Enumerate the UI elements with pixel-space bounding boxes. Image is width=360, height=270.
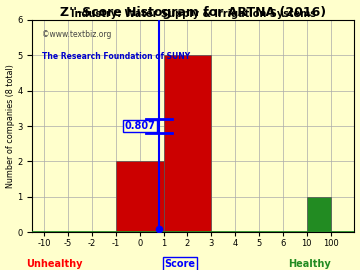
- Bar: [116, 161, 164, 232]
- Text: Industry: Water Supply & Irrigation Systems: Industry: Water Supply & Irrigation Syst…: [71, 9, 316, 19]
- Bar: [164, 55, 211, 232]
- Text: The Research Foundation of SUNY: The Research Foundation of SUNY: [42, 52, 190, 60]
- Text: 0.807: 0.807: [125, 121, 156, 131]
- Text: Healthy: Healthy: [288, 259, 331, 269]
- Text: Score: Score: [165, 259, 195, 269]
- Title: Z''-Score Histogram for ARTNA (2016): Z''-Score Histogram for ARTNA (2016): [60, 6, 327, 19]
- Y-axis label: Number of companies (8 total): Number of companies (8 total): [5, 64, 14, 188]
- Text: ©www.textbiz.org: ©www.textbiz.org: [42, 30, 112, 39]
- Text: Unhealthy: Unhealthy: [26, 259, 82, 269]
- Bar: [307, 197, 330, 232]
